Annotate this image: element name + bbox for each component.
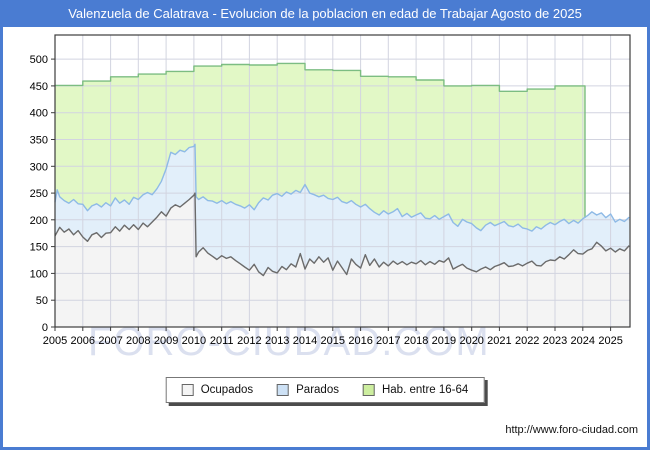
svg-text:2008: 2008 [126, 335, 150, 347]
site-url: http://www.foro-ciudad.com [505, 424, 638, 436]
svg-text:2012: 2012 [237, 335, 261, 347]
svg-text:2007: 2007 [98, 335, 122, 347]
svg-text:2015: 2015 [321, 335, 345, 347]
svg-text:250: 250 [30, 188, 48, 200]
legend-swatch-ocupados [181, 384, 194, 396]
svg-text:2020: 2020 [459, 335, 483, 347]
svg-text:450: 450 [30, 81, 48, 93]
svg-text:0: 0 [42, 322, 48, 334]
svg-text:150: 150 [30, 242, 48, 254]
svg-text:2019: 2019 [432, 335, 456, 347]
title-bar: Valenzuela de Calatrava - Evolucion de l… [0, 0, 650, 27]
svg-text:2017: 2017 [376, 335, 400, 347]
svg-text:350: 350 [30, 135, 48, 147]
svg-text:2025: 2025 [598, 335, 622, 347]
svg-text:100: 100 [30, 268, 48, 280]
legend-label-hab-16-64: Hab. entre 16-64 [381, 384, 469, 396]
svg-text:200: 200 [30, 215, 48, 227]
svg-text:2010: 2010 [182, 335, 206, 347]
legend-swatch-parados [277, 384, 290, 396]
legend-label-parados: Parados [296, 384, 339, 396]
svg-text:2011: 2011 [210, 335, 234, 347]
svg-text:2013: 2013 [265, 335, 289, 347]
svg-text:400: 400 [30, 108, 48, 120]
svg-text:2022: 2022 [515, 335, 539, 347]
svg-text:2006: 2006 [71, 335, 95, 347]
svg-text:500: 500 [30, 54, 48, 66]
legend: Ocupados Parados Hab. entre 16-64 [165, 377, 485, 403]
svg-text:2023: 2023 [543, 335, 567, 347]
svg-text:2024: 2024 [571, 335, 595, 347]
legend-item-hab-16-64: Hab. entre 16-64 [362, 384, 469, 396]
legend-swatch-hab-16-64 [362, 384, 375, 396]
legend-item-ocupados: Ocupados [181, 384, 254, 396]
svg-text:2021: 2021 [487, 335, 511, 347]
svg-text:2009: 2009 [154, 335, 178, 347]
svg-text:2005: 2005 [43, 335, 67, 347]
svg-text:2018: 2018 [404, 335, 428, 347]
legend-item-parados: Parados [277, 384, 339, 396]
svg-text:2014: 2014 [293, 335, 317, 347]
svg-text:300: 300 [30, 161, 48, 173]
svg-text:50: 50 [36, 295, 48, 307]
svg-text:2016: 2016 [348, 335, 372, 347]
legend-label-ocupados: Ocupados [200, 384, 254, 396]
page-title: Valenzuela de Calatrava - Evolucion de l… [68, 6, 582, 21]
